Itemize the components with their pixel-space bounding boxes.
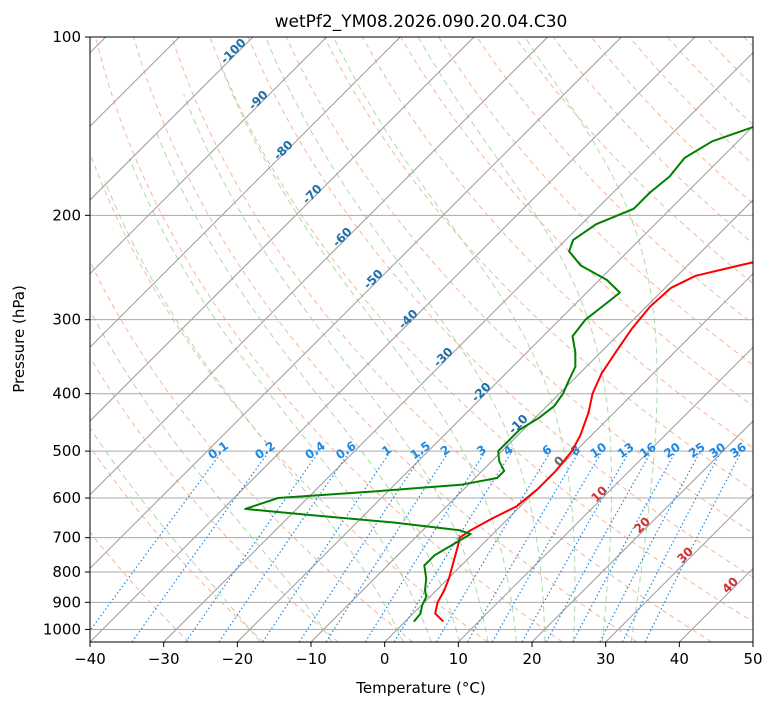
sounding-profiles: [244, 126, 753, 623]
plot-frame: [89, 36, 754, 643]
dewpoint-profile-line: [244, 126, 753, 623]
mixing-ratio-line: [393, 453, 511, 642]
y-tick-label: 1000: [43, 620, 81, 638]
mixing-ratio-line: [90, 453, 221, 632]
isotherm: [90, 37, 549, 496]
mixing-ratio-line: [621, 453, 721, 642]
dry-adiabat: [90, 260, 414, 642]
mixing-ratio-line: [298, 453, 424, 642]
isotherm: [90, 37, 328, 275]
y-tick-label: 200: [52, 206, 81, 224]
y-axis-label: Pressure (hPa): [10, 285, 28, 393]
x-tick-label: 40: [670, 650, 689, 668]
x-tick-label: 0: [380, 650, 390, 668]
y-tick-label: 800: [52, 563, 81, 581]
isotherm: [531, 420, 753, 642]
x-axis-label: Temperature (°C): [355, 679, 485, 697]
dry-adiabat: [90, 356, 339, 642]
mixing-ratio-line: [466, 453, 579, 642]
dry-adiabat: [90, 531, 190, 642]
y-tick-label: 700: [52, 529, 81, 547]
isotherm: [90, 37, 254, 201]
x-tick-label: 50: [743, 650, 762, 668]
isotherm: [457, 346, 753, 642]
x-tick-label: −20: [222, 650, 254, 668]
x-tick-label: 30: [596, 650, 615, 668]
isotherm: [90, 37, 401, 349]
isotherm: [163, 51, 753, 642]
dry-adiabat: [323, 37, 753, 491]
dry-adiabat: [285, 37, 753, 534]
isotherm: [90, 37, 696, 642]
mixing-ratio-line: [262, 453, 390, 642]
x-tick-label: 10: [449, 650, 468, 668]
y-tick-label: 600: [52, 489, 81, 507]
moist-adiabat: [90, 427, 261, 642]
moist-adiabat: [524, 37, 658, 642]
y-tick-label: 500: [52, 442, 81, 460]
mixing-ratio-line: [131, 453, 268, 642]
isotherm: [236, 125, 753, 642]
chart-title: wetPf2_YM08.2026.090.20.04.C30: [275, 12, 568, 32]
axes: −40 −30 −20 −10 0 10 20 30 40 50 100 200 300 400 500 60…: [43, 28, 763, 668]
moist-adiabat: [333, 37, 576, 642]
x-tick-label: −40: [74, 650, 106, 668]
plot-background: [90, 37, 753, 642]
y-tick-label: 300: [52, 311, 81, 329]
mixing-ratio-line: [435, 453, 550, 642]
dry-adiabat: [247, 37, 753, 578]
moist-adiabat: [90, 309, 333, 642]
isotherm: [90, 37, 475, 422]
isotherm: [384, 272, 753, 642]
dry-adiabat: [400, 37, 753, 407]
x-tick-label: −30: [148, 650, 180, 668]
mixing-ratio-line: [491, 453, 602, 642]
mixing-ratio-line: [325, 453, 449, 642]
dry-adiabat: [209, 37, 753, 623]
mixing-ratio-line: [644, 453, 741, 642]
x-tick-label: −10: [295, 650, 327, 668]
isotherm: [310, 199, 753, 642]
dry-adiabat: [438, 37, 753, 366]
dry-adiabat: [95, 37, 563, 642]
temperature-profile-line: [434, 261, 753, 623]
isotherm: [605, 493, 753, 642]
moist-adiabat: [417, 37, 613, 642]
y-tick-label: 400: [52, 385, 81, 403]
moist-adiabat: [265, 37, 546, 642]
dry-adiabat: [133, 37, 638, 642]
isotherm: [90, 37, 622, 570]
moist-adiabat: [104, 180, 404, 642]
moist-adiabat: [218, 61, 517, 642]
y-tick-label: 900: [52, 593, 81, 611]
moist-adiabat: [183, 94, 489, 642]
isotherm: [752, 641, 753, 642]
mixing-ratio-line: [599, 453, 700, 642]
y-tick-label: 100: [52, 28, 81, 46]
x-tick-label: 20: [522, 650, 541, 668]
